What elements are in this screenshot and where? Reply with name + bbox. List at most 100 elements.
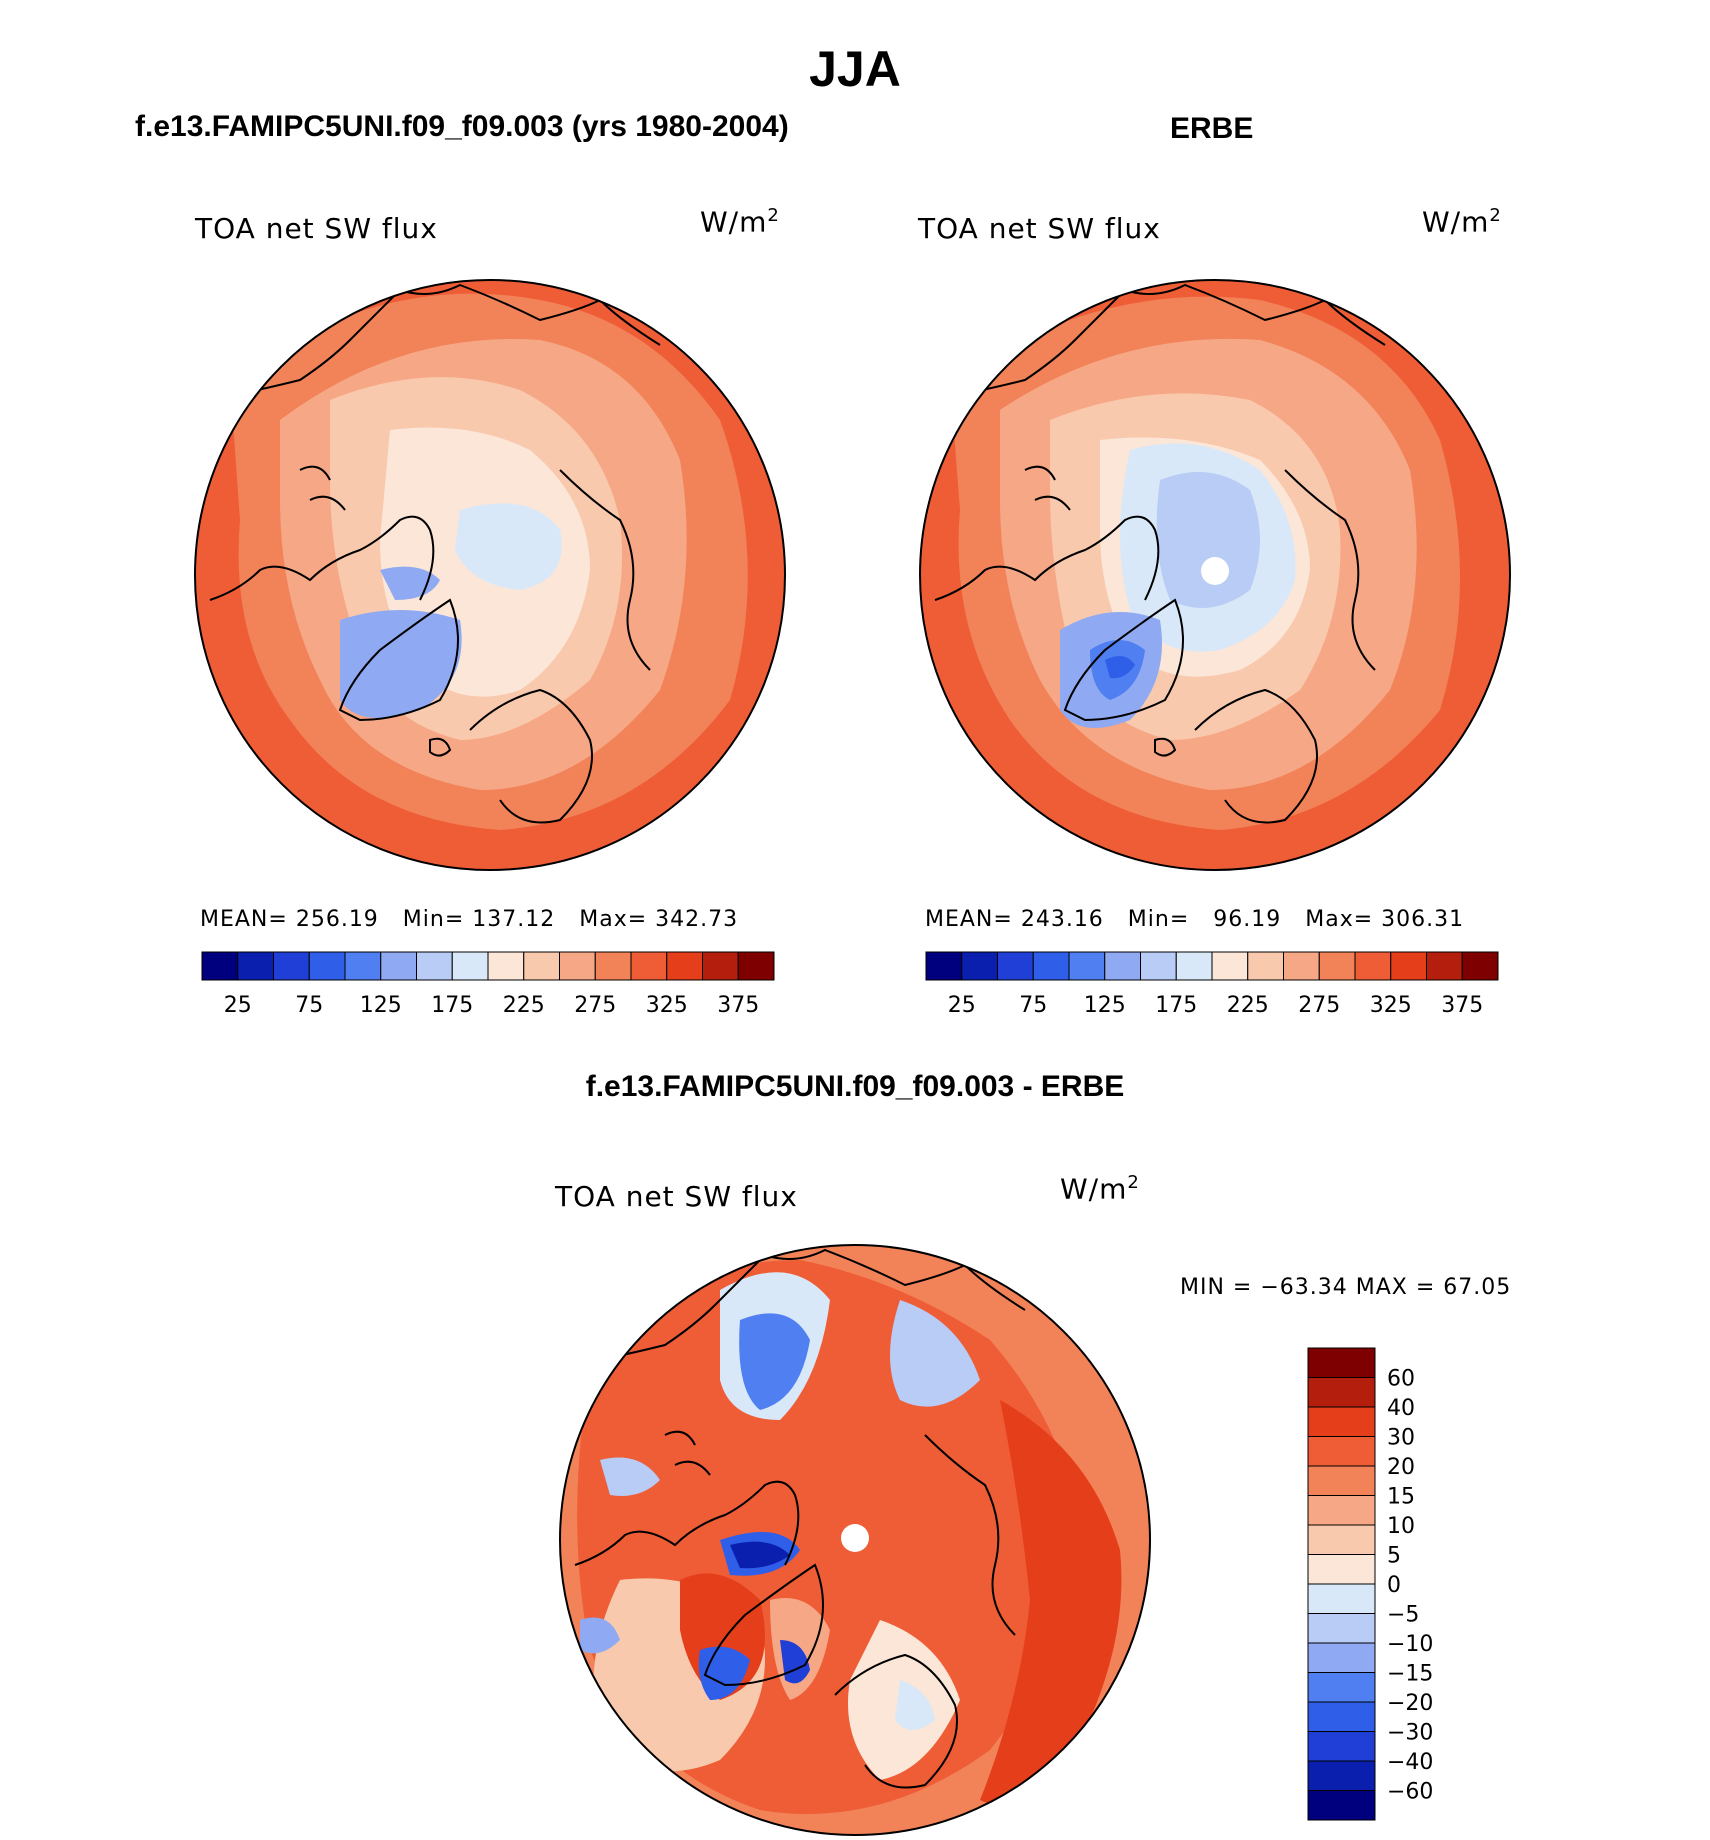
model-panel-title: f.e13.FAMIPC5UNI.f09_f09.003 (yrs 1980-2…	[135, 110, 789, 143]
obs-coastlines	[934, 283, 1386, 824]
colorbar-tick-label: −30	[1387, 1721, 1433, 1746]
colorbar-tick-label: −40	[1387, 1750, 1433, 1775]
colorbar-swatch	[1307, 1642, 1376, 1673]
colorbar-tick-label: 60	[1387, 1367, 1415, 1392]
colorbar-swatch	[1140, 951, 1177, 981]
colorbar-swatch	[997, 951, 1034, 981]
colorbar-tick-label: 125	[360, 993, 402, 1018]
colorbar-swatch	[1307, 1760, 1376, 1791]
colorbar-tick-label: 75	[295, 993, 323, 1018]
colorbar-swatch	[961, 951, 998, 981]
colorbar-swatch	[237, 951, 274, 981]
colorbar-swatch	[1307, 1613, 1376, 1644]
colorbar-swatch	[666, 951, 703, 981]
obs-colorbar: 25 75 125 175 225 275 325 375	[925, 951, 1499, 1018]
model-colorbar: 25 75 125 175 225 275 325 375	[201, 951, 775, 1018]
colorbar-tick-label: 0	[1387, 1573, 1401, 1598]
colorbar-swatch	[1461, 951, 1499, 981]
diff-colorbar: 60 40 30 20 15 10 5 0 −5 −10 −15 −20 −30 −40 −60	[1307, 1347, 1433, 1821]
figure-title: JJA	[809, 41, 901, 97]
colorbar-swatch	[559, 951, 596, 981]
diff-units-label: W/m2	[1060, 1172, 1140, 1206]
colorbar-swatch	[1247, 951, 1284, 981]
model-coastlines	[209, 283, 661, 824]
colorbar-swatch	[1307, 1377, 1376, 1408]
colorbar-swatch	[1307, 1790, 1376, 1821]
colorbar-tick-label: 175	[1155, 993, 1197, 1018]
colorbar-tick-label: 325	[1370, 993, 1412, 1018]
diff-pole-gap	[841, 1524, 869, 1552]
colorbar-swatch	[308, 951, 346, 981]
colorbar-swatch	[1307, 1495, 1376, 1526]
colorbar-tick-label: 175	[431, 993, 473, 1018]
colorbar-swatch	[1104, 951, 1141, 981]
colorbar-swatch	[594, 951, 632, 981]
colorbar-swatch	[1307, 1524, 1376, 1555]
diff-panel-title: f.e13.FAMIPC5UNI.f09_f09.003 - ERBE	[585, 1070, 1125, 1103]
colorbar-swatch	[1175, 951, 1213, 981]
colorbar-swatch	[1307, 1731, 1376, 1762]
colorbar-swatch	[1032, 951, 1070, 981]
colorbar-tick-label: 25	[224, 993, 252, 1018]
colorbar-swatch	[416, 951, 453, 981]
colorbar-swatch	[273, 951, 310, 981]
colorbar-tick-label: 30	[1387, 1426, 1415, 1451]
model-map	[195, 280, 785, 870]
colorbar-tick-label: 15	[1387, 1485, 1415, 1510]
colorbar-swatch	[702, 951, 739, 981]
diff-coastlines	[574, 1248, 1026, 1789]
colorbar-tick-label: −60	[1387, 1780, 1433, 1805]
colorbar-tick-label: 325	[646, 993, 688, 1018]
colorbar-swatch	[1283, 951, 1320, 981]
colorbar-swatch	[1318, 951, 1356, 981]
colorbar-tick-label: 275	[1298, 993, 1340, 1018]
colorbar-swatch	[737, 951, 775, 981]
colorbar-swatch	[1426, 951, 1463, 981]
diff-minmax: MIN = −63.34 MAX = 67.05	[1180, 1275, 1512, 1300]
colorbar-swatch	[201, 951, 239, 981]
colorbar-tick-label: −20	[1387, 1691, 1433, 1716]
colorbar-tick-label: 375	[717, 993, 759, 1018]
colorbar-tick-label: −10	[1387, 1632, 1433, 1657]
colorbar-tick-label: 225	[503, 993, 545, 1018]
colorbar-swatch	[1307, 1347, 1376, 1378]
colorbar-swatch	[1068, 951, 1106, 981]
colorbar-swatch	[925, 951, 963, 981]
colorbar-swatch	[1307, 1583, 1376, 1614]
colorbar-swatch	[1307, 1465, 1376, 1496]
colorbar-tick-label: 275	[574, 993, 616, 1018]
model-stats: MEAN= 256.19 Min= 137.12 Max= 342.73	[200, 907, 739, 932]
colorbar-swatch	[487, 951, 525, 981]
colorbar-tick-label: 375	[1441, 993, 1483, 1018]
obs-units-label: W/m2	[1422, 205, 1502, 239]
obs-stats: MEAN= 243.16 Min= 96.19 Max= 306.31	[925, 907, 1465, 932]
colorbar-swatch	[344, 951, 382, 981]
colorbar-tick-label: 25	[948, 993, 976, 1018]
colorbar-swatch	[630, 951, 668, 981]
colorbar-swatch	[1390, 951, 1427, 981]
obs-panel-title: ERBE	[1170, 112, 1254, 145]
diff-field-label: TOA net SW flux	[555, 1180, 798, 1213]
colorbar-tick-label: 125	[1084, 993, 1126, 1018]
colorbar-tick-label: 75	[1019, 993, 1047, 1018]
model-units-label: W/m2	[700, 205, 780, 239]
obs-field-label: TOA net SW flux	[918, 212, 1161, 245]
colorbar-swatch	[1307, 1554, 1376, 1585]
colorbar-tick-label: 225	[1227, 993, 1269, 1018]
colorbar-swatch	[1307, 1406, 1376, 1437]
model-field-label: TOA net SW flux	[195, 212, 438, 245]
colorbar-swatch	[1307, 1701, 1376, 1732]
colorbar-tick-label: −5	[1387, 1603, 1419, 1628]
colorbar-swatch	[1211, 951, 1249, 981]
colorbar-swatch	[523, 951, 560, 981]
colorbar-tick-label: 20	[1387, 1455, 1415, 1480]
colorbar-tick-label: 40	[1387, 1396, 1415, 1421]
colorbar-tick-label: 5	[1387, 1544, 1401, 1569]
colorbar-swatch	[1307, 1672, 1376, 1703]
colorbar-tick-label: 10	[1387, 1514, 1415, 1539]
colorbar-swatch	[380, 951, 417, 981]
colorbar-swatch	[1354, 951, 1392, 981]
colorbar-tick-label: −15	[1387, 1662, 1433, 1687]
colorbar-swatch	[1307, 1436, 1376, 1467]
